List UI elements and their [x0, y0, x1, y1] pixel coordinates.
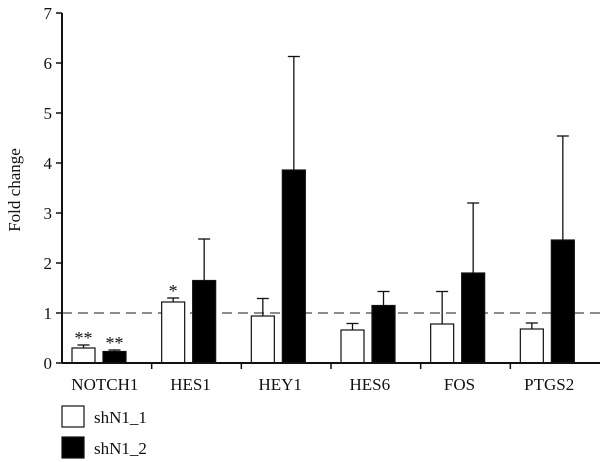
- legend-swatch: [61, 436, 85, 459]
- y-tick-label: 1: [44, 304, 53, 323]
- bar-shn1-1: [250, 315, 275, 364]
- legend: shN1_1 shN1_2: [61, 405, 147, 459]
- bar-shn1-2: [102, 350, 127, 364]
- bar-shn1-1: [161, 301, 186, 364]
- x-category-label: PTGS2: [524, 375, 574, 394]
- bar-shn1-2: [281, 169, 306, 364]
- y-tick-label: 7: [44, 4, 53, 23]
- x-category-label: NOTCH1: [71, 375, 138, 394]
- significance-label: **: [106, 333, 124, 353]
- legend-label: shN1_2: [94, 439, 147, 458]
- significance-label: *: [169, 281, 178, 301]
- axis-layer: 0 1 2 3 4 5 6 7 NOTCH1 HES1 HEY1 HES6 FOS PTGS2: [44, 4, 600, 394]
- x-category-label: FOS: [444, 375, 475, 394]
- x-category-label: HES1: [170, 375, 211, 394]
- x-category-label: HEY1: [258, 375, 301, 394]
- y-tick-label: 3: [44, 204, 53, 223]
- legend-swatch: [61, 405, 85, 428]
- bar-shn1-2: [371, 304, 396, 364]
- y-tick-label: 6: [44, 54, 53, 73]
- bar-shn1-2: [461, 272, 486, 364]
- bar-shn1-2: [550, 239, 575, 364]
- bar-shn1-2: [192, 279, 217, 364]
- y-tick-label: 0: [44, 354, 53, 373]
- significance-label: **: [75, 328, 93, 348]
- y-tick-label: 5: [44, 104, 53, 123]
- bar-shn1-1: [519, 328, 544, 364]
- bar-shn1-1: [340, 329, 365, 364]
- x-category-label: HES6: [350, 375, 391, 394]
- y-tick-label: 4: [44, 154, 53, 173]
- y-axis-title: Fold change: [5, 148, 24, 232]
- y-tick-label: 2: [44, 254, 53, 273]
- bars-layer: ** ***: [71, 55, 575, 364]
- bar-shn1-1: [430, 323, 455, 364]
- bar-shn1-1: [71, 347, 96, 364]
- legend-label: shN1_1: [94, 408, 147, 427]
